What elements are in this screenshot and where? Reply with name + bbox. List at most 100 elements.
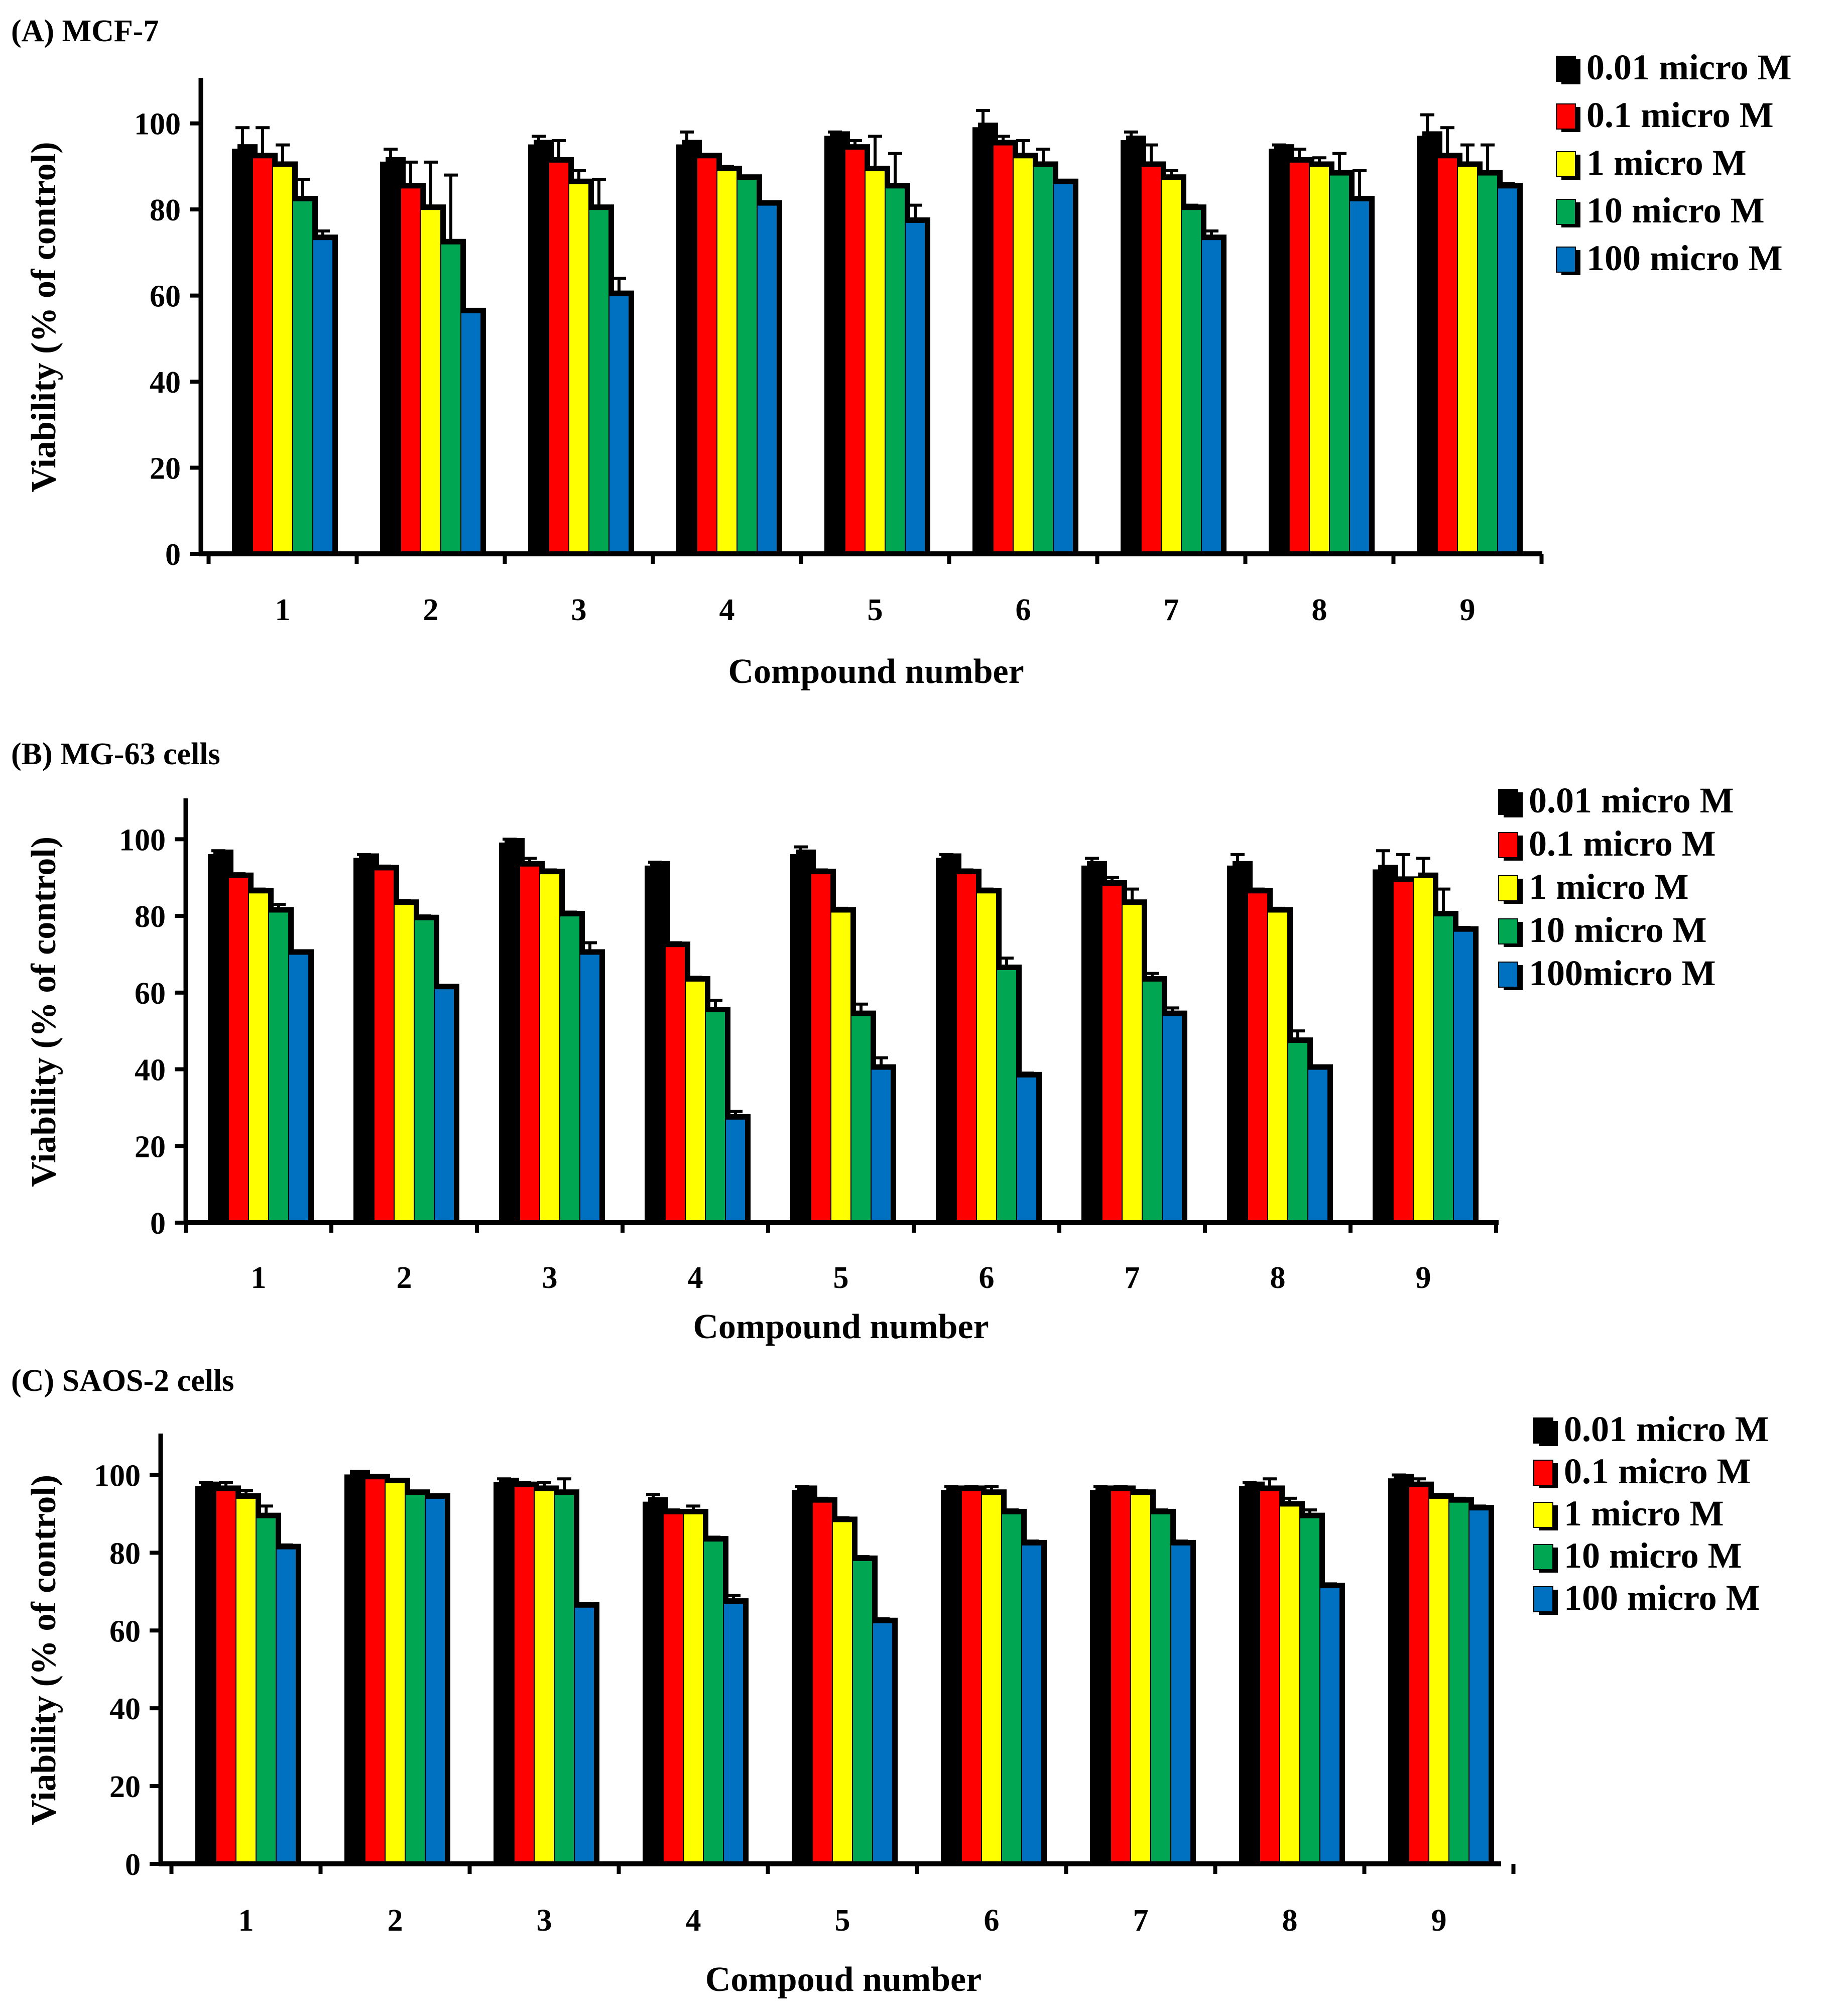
legend-swatch — [1498, 962, 1518, 988]
bar — [215, 1490, 236, 1864]
bar — [588, 209, 609, 554]
bar — [972, 127, 994, 555]
bar — [981, 1494, 1002, 1865]
y-axis-label: Viability (% of control) — [25, 837, 63, 1187]
bar — [956, 873, 977, 1224]
bar — [663, 1513, 684, 1865]
bar — [832, 1521, 853, 1864]
x-tick-label: 7 — [1125, 1261, 1140, 1295]
x-tick-label: 8 — [1282, 1904, 1298, 1938]
bar — [312, 239, 333, 554]
bar — [434, 988, 455, 1223]
legend-swatch — [1498, 918, 1518, 944]
x-tick-label: 8 — [1312, 593, 1327, 627]
bar — [208, 854, 229, 1223]
bar — [1161, 179, 1182, 554]
bar — [1016, 1076, 1037, 1223]
y-tick-label: 40 — [135, 1053, 166, 1088]
legend-label: 1 micro M — [1564, 1493, 1724, 1533]
bar — [400, 187, 421, 554]
bar — [292, 200, 313, 554]
bar — [936, 858, 957, 1223]
x-tick-label: 2 — [423, 593, 439, 627]
x-tick-label: 1 — [238, 1904, 254, 1938]
legend-swatch — [1498, 832, 1518, 858]
bar — [252, 157, 273, 554]
y-tick-label: 100 — [119, 823, 166, 857]
bar — [696, 157, 717, 554]
bar — [685, 980, 706, 1223]
panel-b-mg63: (B) MG-63 cells 0 20 40 60 80 100 1 2 3 4 5 6 7 8 9 Comp… — [11, 737, 1734, 1346]
bar — [494, 1482, 515, 1865]
y-tick-label: 80 — [109, 1536, 141, 1571]
bar — [1053, 183, 1074, 554]
bar — [871, 1069, 892, 1223]
bar — [374, 869, 395, 1224]
x-tick-label: 3 — [537, 1904, 552, 1938]
bar — [852, 1560, 873, 1864]
bar — [1413, 877, 1434, 1223]
y-tick-label: 60 — [135, 977, 166, 1011]
bar — [394, 904, 415, 1223]
legend-label: 1 micro M — [1586, 143, 1747, 183]
bar — [996, 969, 1017, 1223]
x-tick-label: 6 — [984, 1904, 1000, 1938]
y-tick-label: 40 — [150, 366, 181, 400]
bar — [344, 1474, 365, 1865]
bar — [1433, 915, 1454, 1224]
legend-label: 100micro M — [1529, 953, 1716, 993]
x-tick-label: 7 — [1164, 593, 1179, 627]
bar — [844, 149, 866, 554]
bar — [1437, 157, 1458, 554]
legend-label: 10 micro M — [1586, 190, 1765, 230]
bar — [528, 144, 549, 555]
y-tick-label: 100 — [94, 1459, 141, 1493]
bar — [1457, 166, 1478, 555]
y-tick-label: 20 — [150, 452, 181, 486]
bar — [1307, 1069, 1328, 1223]
y-tick-label: 100 — [134, 107, 181, 142]
bar — [1448, 1501, 1469, 1864]
bar — [1033, 166, 1054, 555]
legend-label: 0.1 micro M — [1529, 823, 1716, 864]
bar — [499, 843, 520, 1223]
bar — [420, 209, 441, 554]
bar — [1349, 200, 1370, 554]
bar — [1279, 1505, 1300, 1865]
x-tick-label: 8 — [1270, 1261, 1286, 1295]
legend-swatch — [1556, 199, 1576, 225]
x-tick-label: 6 — [1016, 593, 1031, 627]
legend-swatch — [1498, 875, 1518, 901]
bar — [1373, 869, 1394, 1224]
bar — [792, 1490, 813, 1864]
bar — [683, 1513, 704, 1865]
panel-title: (C) SAOS-2 cells — [11, 1364, 234, 1398]
x-tick-label: 9 — [1460, 593, 1476, 627]
bar — [1081, 865, 1102, 1224]
bar — [1289, 161, 1310, 554]
bar — [757, 204, 778, 555]
bar — [1259, 1490, 1280, 1864]
bar — [380, 161, 401, 554]
bar — [248, 892, 269, 1223]
legend-swatch — [1556, 151, 1576, 177]
x-tick-label: 5 — [835, 1904, 850, 1938]
legend-swatch — [1533, 1586, 1553, 1612]
bar — [460, 312, 481, 554]
bar — [850, 1015, 872, 1223]
x-tick-label: 6 — [979, 1261, 995, 1295]
x-tick-label: 4 — [686, 1904, 701, 1938]
bar — [1477, 174, 1498, 555]
bar — [830, 911, 851, 1224]
bar — [232, 149, 253, 554]
bar — [790, 854, 811, 1223]
bar — [1497, 187, 1518, 554]
bar — [568, 183, 589, 554]
bar — [824, 136, 845, 555]
bar — [1388, 1478, 1409, 1864]
bar — [548, 161, 569, 554]
x-axis-label: Compoud number — [705, 1960, 982, 1999]
legend-swatch — [1556, 56, 1576, 82]
legend-label: 10 micro M — [1564, 1535, 1742, 1576]
